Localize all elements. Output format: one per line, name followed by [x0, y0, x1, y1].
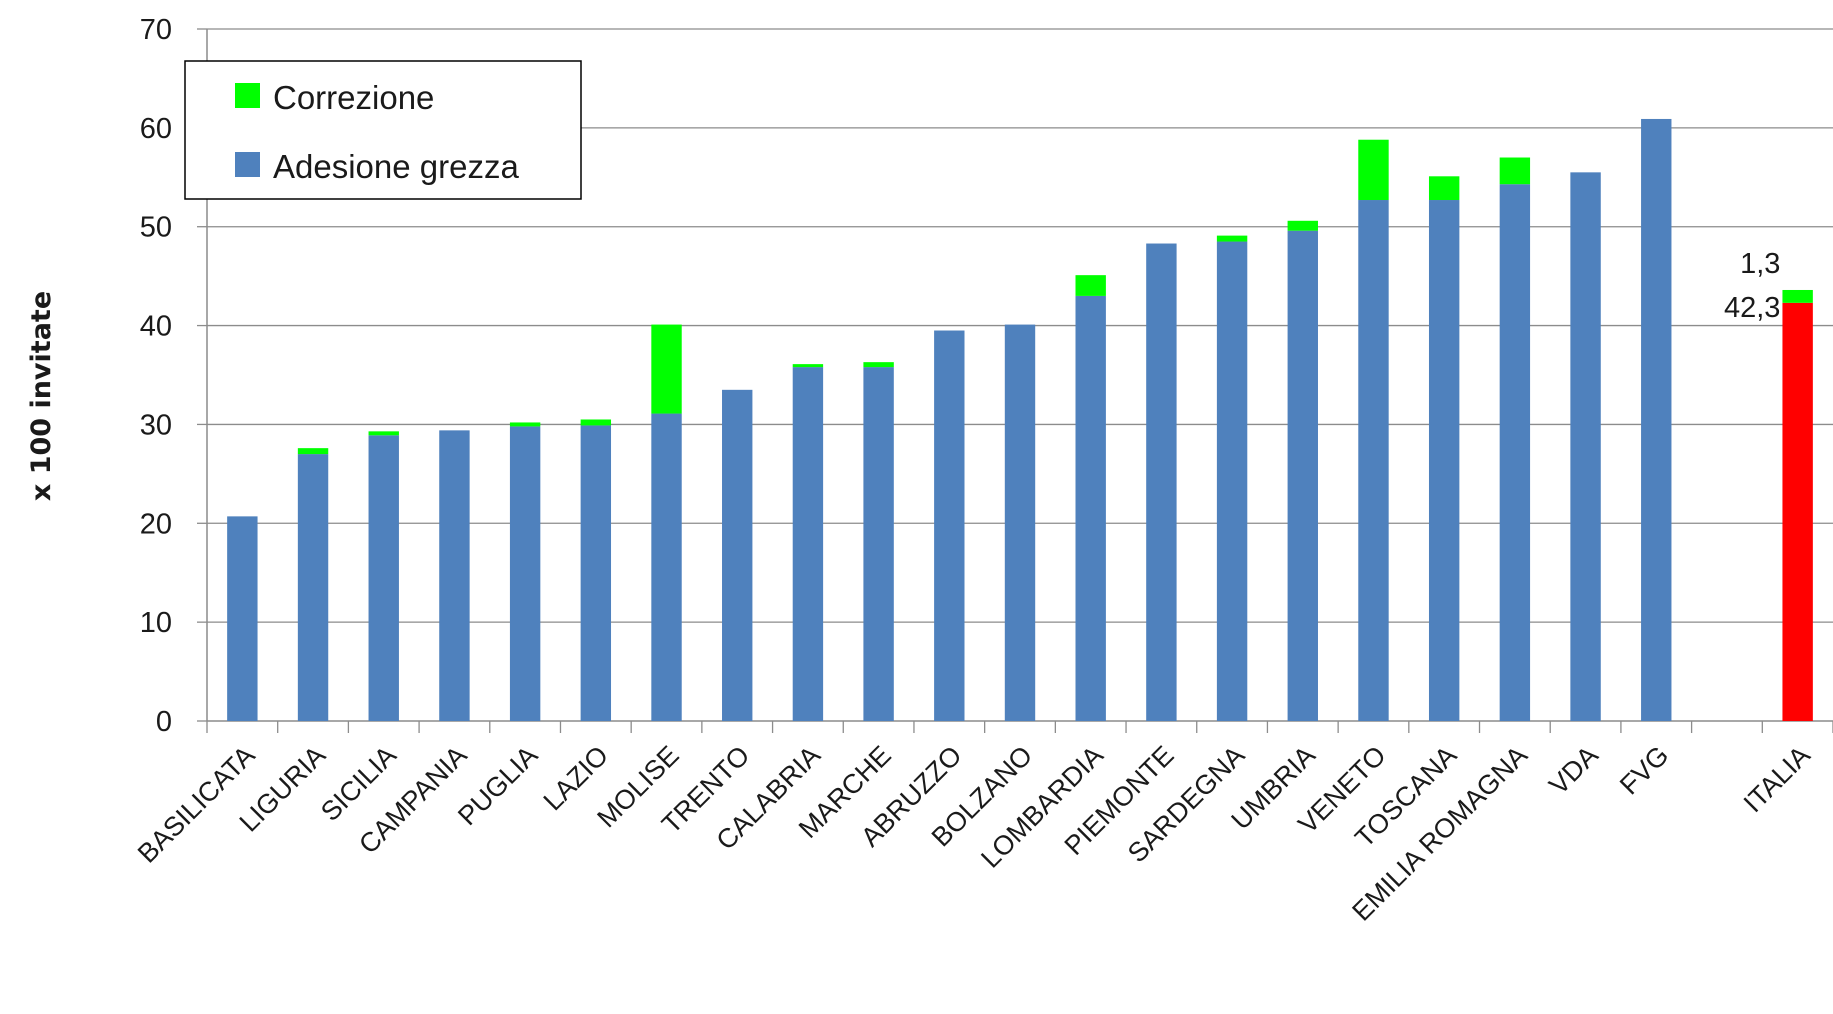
bar-adesione-grezza-calabria: [792, 367, 824, 721]
bar-adesione-grezza-sardegna: [1216, 241, 1248, 722]
bar-adesione-grezza-liguria: [297, 454, 329, 721]
bar-correzione-lazio: [580, 419, 612, 426]
bar-adesione-grezza-vda: [1570, 172, 1601, 722]
y-tick-label: 0: [156, 706, 172, 738]
bars: [227, 118, 1813, 722]
bar-correzione-liguria: [297, 448, 329, 455]
bar-adesione-grezza-sicilia: [368, 435, 399, 721]
bar-adesione-grezza-toscana: [1428, 200, 1460, 722]
bar-adesione-grezza-basilicata: [227, 516, 258, 721]
bar-correzione-puglia: [509, 422, 541, 427]
legend-swatch-adesione-grezza: [235, 152, 260, 177]
bar-correzione-emilia-romagna: [1499, 157, 1531, 185]
bar-adesione-grezza-abruzzo: [934, 330, 965, 721]
legend-swatch-correzione: [235, 83, 260, 108]
bar-adesione-grezza-lombardia: [1075, 295, 1106, 721]
bar-adesione-grezza-lazio: [580, 425, 612, 721]
bar-adesione-grezza-campania: [439, 430, 470, 721]
y-tick-label: 50: [140, 212, 172, 244]
y-tick-label: 30: [140, 409, 172, 441]
y-tick-label: 60: [140, 113, 172, 145]
y-tick-label: 10: [140, 607, 172, 639]
bar-adesione-grezza-bolzano: [1004, 324, 1036, 721]
x-tick-label-vda: VDA: [1543, 740, 1603, 800]
bar-adesione-grezza-emilia-romagna: [1499, 184, 1531, 722]
bar-correzione-sardegna: [1216, 235, 1248, 242]
bar-adesione-grezza-umbria: [1287, 230, 1318, 721]
y-tick-label: 40: [140, 311, 172, 343]
y-tick-label: 70: [140, 14, 172, 46]
bar-correzione-calabria: [792, 364, 824, 368]
bar-adesione-grezza-marche: [863, 367, 894, 721]
legend-label-correzione: Correzione: [273, 79, 434, 116]
y-tick-label: 20: [140, 508, 172, 540]
bar-adesione-grezza-puglia: [509, 426, 541, 721]
x-tick-label-basilicata: BASILICATA: [132, 740, 261, 869]
bar-correzione-sicilia: [368, 431, 399, 436]
bar-correzione-marche: [863, 362, 894, 368]
x-tick-label-puglia: PUGLIA: [452, 740, 543, 831]
bar-adesione-grezza-molise: [651, 413, 682, 721]
data-label-correzione-italia: 1,3: [1740, 248, 1780, 280]
x-tick-label-italia: ITALIA: [1738, 740, 1816, 818]
y-axis-label: x 100 invitate: [26, 291, 57, 501]
bar-correzione-veneto: [1358, 139, 1389, 201]
x-tick-label-lombardia: LOMBARDIA: [975, 740, 1109, 874]
bar-correzione-lombardia: [1075, 275, 1106, 296]
data-label-adesione-grezza-italia: 42,3: [1724, 292, 1780, 324]
bar-correzione-molise: [651, 324, 682, 414]
bar-adesione-grezza-piemonte: [1146, 243, 1177, 721]
bar-correzione-toscana: [1428, 176, 1460, 201]
bar-adesione-grezza-fvg: [1641, 118, 1672, 721]
legend-label-adesione-grezza: Adesione grezza: [273, 148, 519, 185]
bar-adesione-grezza-italia: [1782, 302, 1813, 721]
bar-correzione-umbria: [1287, 220, 1318, 231]
legend: Correzione Adesione grezza: [184, 60, 582, 200]
bar-adesione-grezza-veneto: [1358, 200, 1389, 722]
bar-correzione-italia: [1782, 289, 1813, 303]
bar-adesione-grezza-trento: [722, 389, 753, 721]
x-tick-label-fvg: FVG: [1614, 740, 1674, 800]
